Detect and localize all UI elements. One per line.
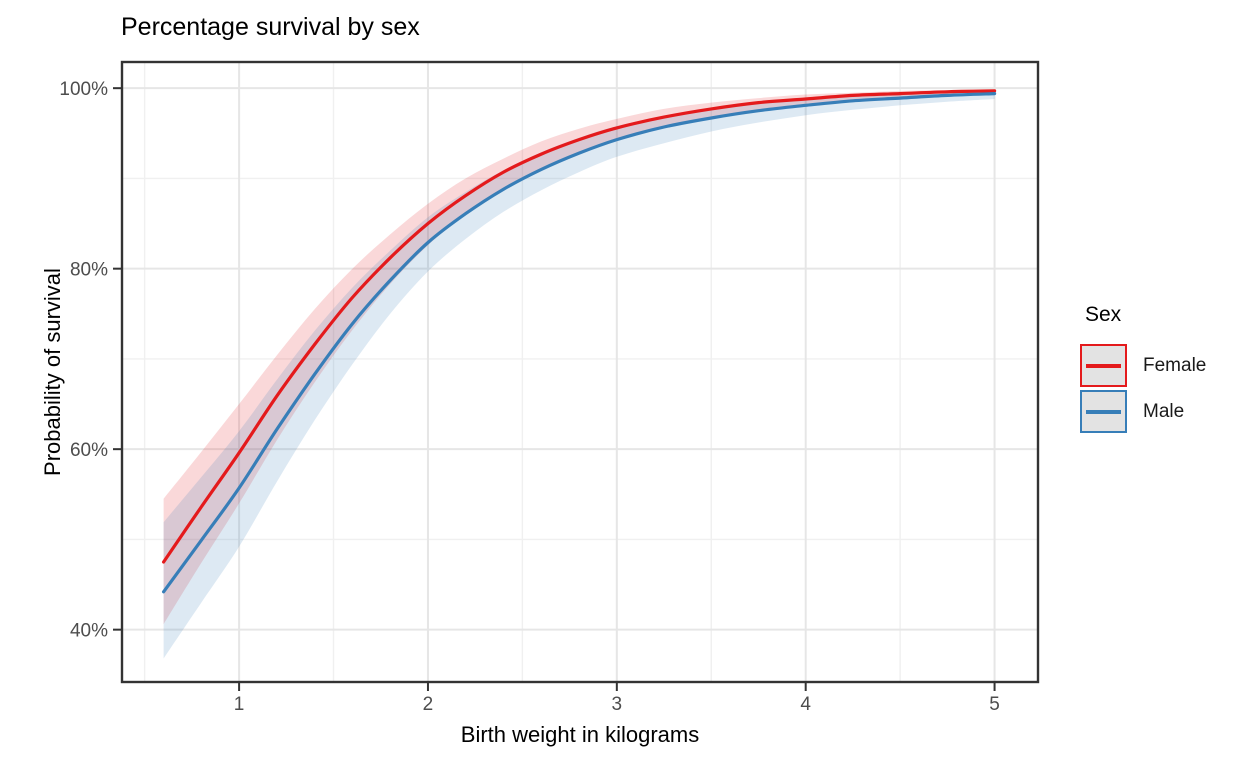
plot-title: Percentage survival by sex xyxy=(121,13,420,41)
gridlines-major xyxy=(122,62,1038,682)
y-tick-label-100%: 100% xyxy=(59,79,108,100)
legend-key-male-line xyxy=(1086,409,1121,414)
panel-border xyxy=(120,60,1040,684)
axis-tick-marks xyxy=(113,87,996,691)
x-tick-label-4: 4 xyxy=(800,694,811,715)
y-axis-tick-labels: 40% 60% 80% 100% xyxy=(59,79,108,641)
legend-key-male-swatch xyxy=(1080,390,1127,433)
x-tick-label-1: 1 xyxy=(234,694,245,715)
x-axis-tick-labels: 1 2 3 4 5 xyxy=(234,694,1000,715)
legend-key-female-line xyxy=(1086,363,1121,368)
y-tick-label-40%: 40% xyxy=(70,621,108,642)
y-tick-label-80%: 80% xyxy=(70,260,108,281)
legend-label-male: Male xyxy=(1143,400,1185,422)
line-female xyxy=(162,89,997,564)
confidence-ribbons xyxy=(163,89,995,659)
ribbon-male xyxy=(163,90,995,659)
gridlines-minor xyxy=(122,62,1038,682)
line-male xyxy=(162,92,997,594)
legend: Sex Female Male xyxy=(1080,303,1206,436)
x-tick-label-2: 2 xyxy=(423,694,434,715)
x-tick-label-3: 3 xyxy=(612,694,623,715)
trend-lines xyxy=(162,89,997,594)
x-axis-title: Birth weight in kilograms xyxy=(460,722,700,747)
legend-title: Sex xyxy=(1085,303,1122,326)
y-tick-label-60%: 60% xyxy=(70,440,108,461)
legend-key-female-swatch xyxy=(1080,344,1127,387)
x-tick-label-5: 5 xyxy=(989,694,1000,715)
legend-item-female: Female xyxy=(1080,344,1206,387)
legend-label-female: Female xyxy=(1143,354,1207,376)
legend-item-male: Male xyxy=(1080,390,1206,433)
y-axis-title: Probability of survival xyxy=(40,268,65,476)
ribbon-female xyxy=(163,89,995,625)
